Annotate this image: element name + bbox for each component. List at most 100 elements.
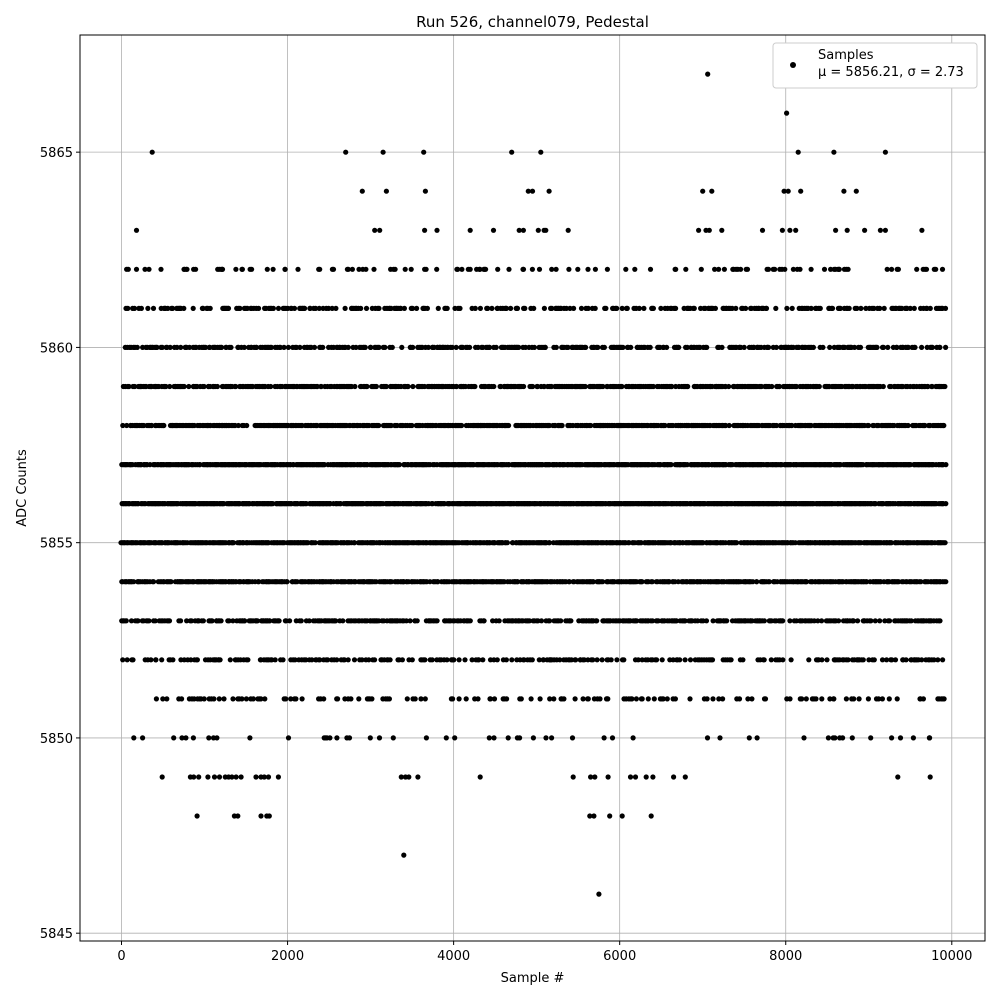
data-point <box>935 657 941 663</box>
data-point <box>435 305 441 311</box>
data-point <box>911 305 917 311</box>
data-point <box>200 618 206 624</box>
data-point <box>712 305 719 311</box>
data-point <box>403 618 409 624</box>
data-point <box>186 344 193 350</box>
data-point <box>858 305 864 311</box>
data-point <box>407 618 413 624</box>
data-point <box>522 305 528 311</box>
data-point <box>836 618 842 624</box>
data-point <box>165 305 171 311</box>
data-point <box>383 383 389 390</box>
data-point <box>268 344 274 350</box>
data-point <box>650 305 657 311</box>
data-point <box>211 696 217 702</box>
data-point <box>387 657 393 663</box>
data-point <box>668 462 674 468</box>
data-point <box>641 305 647 311</box>
data-point <box>503 305 509 311</box>
data-point <box>872 618 878 624</box>
data-point <box>184 618 190 624</box>
data-point <box>320 344 326 350</box>
data-point <box>761 657 767 663</box>
data-point <box>780 618 786 624</box>
data-point <box>405 383 411 390</box>
data-point <box>912 344 918 350</box>
data-point <box>592 305 598 311</box>
data-point <box>188 657 194 663</box>
data-point <box>456 657 462 663</box>
data-point <box>477 305 483 311</box>
data-point <box>573 657 579 663</box>
data-point <box>754 579 760 585</box>
data-point <box>167 383 173 390</box>
data-point <box>376 344 382 350</box>
data-point <box>885 344 891 350</box>
data-point <box>309 657 315 663</box>
data-point <box>614 657 620 663</box>
data-point <box>317 657 323 663</box>
data-point <box>943 579 949 585</box>
data-point <box>817 305 823 311</box>
data-point <box>201 383 207 390</box>
data-point <box>399 344 405 350</box>
data-point <box>434 618 440 624</box>
data-point <box>824 657 830 663</box>
data-point <box>937 344 943 350</box>
data-point <box>237 305 243 311</box>
data-point <box>515 579 521 585</box>
data-point <box>170 657 176 663</box>
data-point <box>214 383 220 390</box>
data-point <box>614 305 620 311</box>
data-point <box>153 696 159 702</box>
data-point <box>769 383 775 390</box>
data-point <box>557 657 563 663</box>
data-point <box>563 305 570 311</box>
data-point <box>345 344 351 350</box>
data-point <box>691 305 697 311</box>
data-point <box>743 305 749 311</box>
data-point <box>126 383 132 390</box>
data-point <box>194 657 200 663</box>
data-point <box>467 618 473 624</box>
data-point <box>724 618 730 624</box>
data-point <box>819 618 825 624</box>
data-point <box>845 657 851 663</box>
data-point <box>396 462 403 468</box>
data-point <box>476 657 482 663</box>
data-point <box>866 422 872 429</box>
data-point <box>776 383 783 390</box>
data-point <box>135 618 141 624</box>
data-point <box>292 657 298 663</box>
data-point <box>425 344 431 350</box>
data-point <box>514 305 521 311</box>
data-point <box>871 305 877 311</box>
data-point <box>925 383 931 390</box>
data-point <box>877 618 883 624</box>
data-point <box>245 657 251 663</box>
data-point <box>506 422 512 429</box>
data-point <box>200 305 206 311</box>
data-point <box>228 344 234 350</box>
data-point <box>585 305 591 311</box>
data-point <box>918 579 924 585</box>
data-point <box>410 383 416 390</box>
data-point <box>325 657 331 663</box>
data-point <box>459 422 465 429</box>
data-point <box>163 383 169 390</box>
data-point <box>485 305 491 311</box>
data-point <box>546 540 553 546</box>
data-point <box>181 305 187 311</box>
data-point <box>531 344 538 350</box>
data-point <box>740 657 746 663</box>
data-point <box>363 305 370 311</box>
data-point <box>855 618 861 624</box>
data-point <box>567 305 573 311</box>
data-point <box>719 344 725 350</box>
data-point <box>152 618 158 624</box>
data-point <box>710 618 716 624</box>
data-point <box>382 344 388 350</box>
data-point <box>943 462 949 468</box>
data-point <box>568 618 574 624</box>
